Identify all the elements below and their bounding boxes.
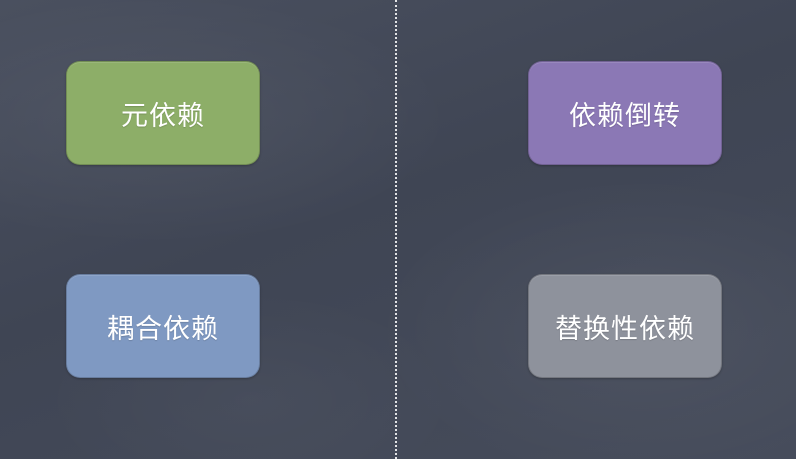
center-dotted-divider [395,0,397,459]
box-replaceable-dependency-label: 替换性依赖 [555,313,695,345]
box-dependency-inversion-label: 依赖倒转 [569,100,681,132]
box-coupled-dependency: 耦合依赖 [66,274,260,378]
box-meta-dependency-label: 元依赖 [121,100,205,132]
box-coupled-dependency-label: 耦合依赖 [107,313,219,345]
box-meta-dependency: 元依赖 [66,61,260,165]
box-replaceable-dependency: 替换性依赖 [528,274,722,378]
box-dependency-inversion: 依赖倒转 [528,61,722,165]
